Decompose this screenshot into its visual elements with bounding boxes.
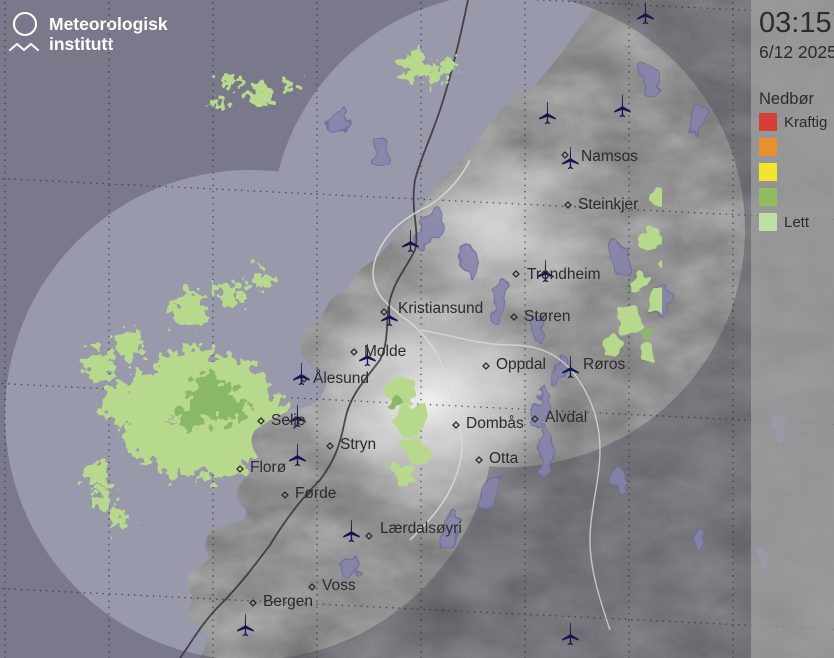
svg-text:Dombås: Dombås — [466, 415, 524, 432]
svg-text:Lett: Lett — [784, 214, 810, 231]
svg-text:Florø: Florø — [250, 459, 287, 476]
svg-text:Otta: Otta — [489, 450, 519, 467]
svg-text:Førde: Førde — [295, 485, 336, 502]
svg-text:Meteorologisk: Meteorologisk — [49, 14, 168, 34]
svg-text:Alvdal: Alvdal — [545, 409, 587, 426]
svg-text:Røros: Røros — [583, 356, 625, 373]
svg-text:Ålesund: Ålesund — [313, 370, 369, 387]
svg-text:Steinkjer: Steinkjer — [578, 196, 638, 213]
svg-text:institutt: institutt — [49, 34, 113, 54]
svg-text:Selje: Selje — [271, 412, 305, 429]
svg-text:Kristiansund: Kristiansund — [398, 300, 483, 317]
svg-text:Kraftig: Kraftig — [784, 114, 827, 131]
svg-text:Oppdal: Oppdal — [496, 356, 546, 373]
svg-text:Trondheim: Trondheim — [527, 266, 601, 283]
svg-text:Namsos: Namsos — [581, 148, 638, 165]
svg-text:03:15: 03:15 — [759, 7, 832, 39]
svg-text:Molde: Molde — [364, 343, 406, 360]
svg-text:Voss: Voss — [322, 577, 356, 594]
svg-text:6/12 2025: 6/12 2025 — [759, 42, 834, 62]
svg-text:Støren: Støren — [524, 308, 571, 325]
svg-text:Lærdalsøyri: Lærdalsøyri — [380, 520, 462, 537]
svg-text:Bergen: Bergen — [263, 593, 313, 610]
svg-text:Nedbør: Nedbør — [759, 90, 815, 108]
svg-text:Stryn: Stryn — [340, 436, 376, 453]
